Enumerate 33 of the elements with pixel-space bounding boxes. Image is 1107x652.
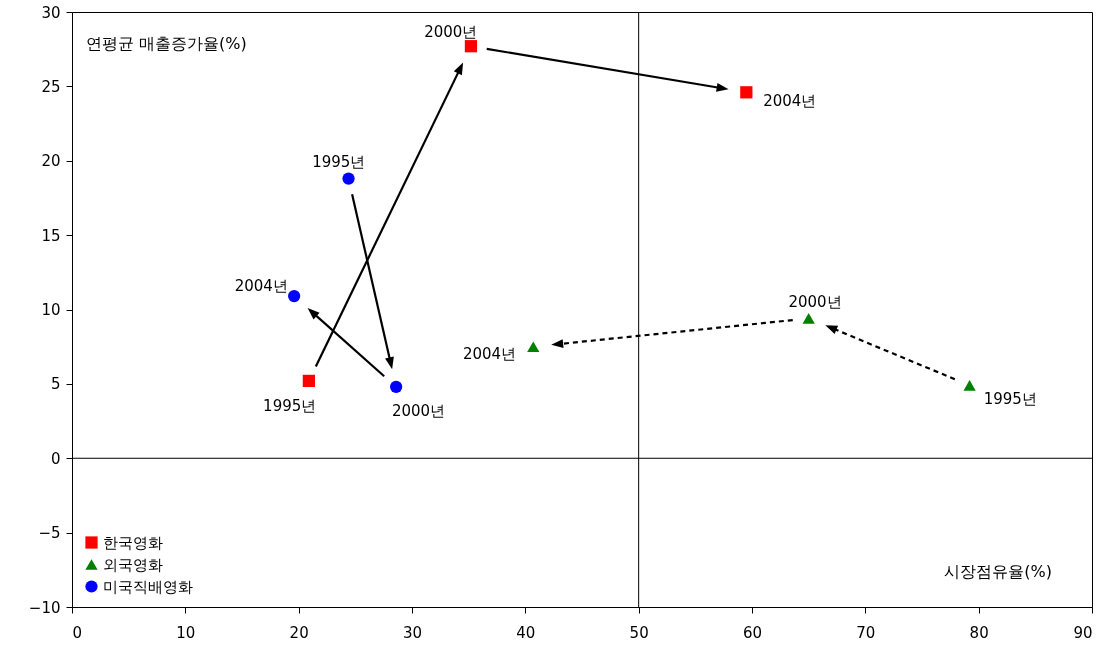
x-tick-label: 50 bbox=[629, 623, 649, 642]
annotation: 1995년 bbox=[983, 389, 1037, 408]
x-tick-label: 20 bbox=[289, 623, 309, 642]
annotation: 1995년 bbox=[312, 153, 366, 172]
legend-label: 외국영화 bbox=[103, 555, 163, 574]
annotation: 1995년 bbox=[263, 396, 317, 415]
legend-label: 한국영화 bbox=[103, 533, 163, 552]
annotation: 2000년 bbox=[424, 22, 478, 41]
y-tick-label: 20 bbox=[41, 152, 61, 171]
y-tick-label: 15 bbox=[41, 226, 61, 245]
x-tick-label: 10 bbox=[176, 623, 196, 642]
y-tick-label: −10 bbox=[28, 598, 61, 617]
y-tick-label: −5 bbox=[38, 524, 61, 543]
annotation: 2004년 bbox=[462, 344, 517, 363]
annotation: 2000년 bbox=[391, 401, 446, 420]
annotation: 2000년 bbox=[788, 292, 842, 311]
x-tick-label: 0 bbox=[72, 623, 83, 642]
x-tick-label: 60 bbox=[742, 623, 763, 642]
x-tick-label: 70 bbox=[856, 623, 876, 642]
x-tick-label: 30 bbox=[402, 623, 423, 642]
x-tick-label: 80 bbox=[969, 623, 989, 642]
x-tick-label: 40 bbox=[516, 623, 536, 642]
y-tick-label: 25 bbox=[41, 77, 61, 96]
annotation: 2004년 bbox=[234, 277, 288, 296]
y-tick-label: 30 bbox=[41, 3, 61, 22]
y-axis-title: 연평균 매출증가율(%) bbox=[86, 34, 247, 53]
x-tick-label: 90 bbox=[1073, 623, 1093, 642]
y-tick-label: 5 bbox=[50, 375, 61, 394]
x-axis-title: 시장점유율(%) bbox=[944, 562, 1052, 581]
y-tick-label: 10 bbox=[41, 301, 61, 319]
y-tick-label: 0 bbox=[50, 449, 61, 468]
annotation: 2004년 bbox=[763, 91, 817, 110]
legend-label: 미국직배영화 bbox=[103, 577, 193, 596]
